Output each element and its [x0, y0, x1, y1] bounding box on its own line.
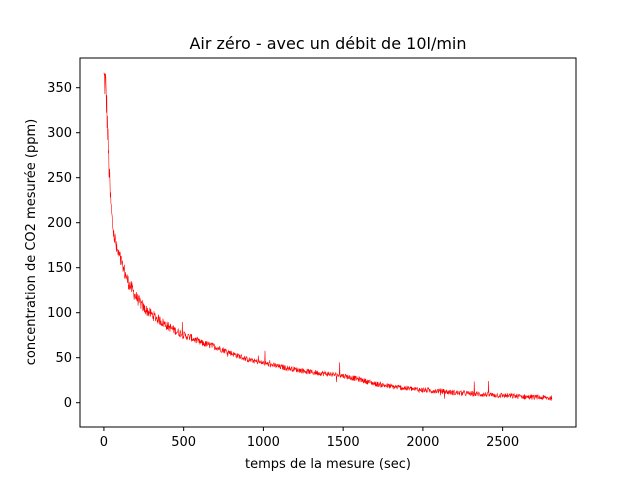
axes-frame	[79, 57, 577, 428]
y-tick-label: 300	[47, 126, 72, 141]
y-tick-label: 150	[47, 261, 72, 276]
series-line	[103, 72, 553, 401]
y-tick-label: 50	[55, 351, 72, 366]
x-tick-label: 500	[171, 435, 196, 450]
y-tick-label: 350	[47, 81, 72, 96]
x-tick-label: 0	[100, 435, 108, 450]
plot-area	[103, 72, 553, 401]
chart-title: Air zéro - avec un débit de 10l/min	[189, 34, 466, 53]
x-axis: 0 500 1000 1500 2000 2500	[100, 427, 519, 450]
x-axis-label: temps de la mesure (sec)	[245, 457, 411, 472]
y-tick-label: 0	[64, 396, 72, 411]
x-tick-label: 2000	[406, 435, 439, 450]
y-axis: 0 50 100 150 200 250 300 350	[47, 81, 80, 411]
x-tick-label: 1000	[247, 435, 280, 450]
y-tick-label: 200	[47, 216, 72, 231]
y-tick-label: 100	[47, 306, 72, 321]
x-tick-label: 2500	[486, 435, 519, 450]
y-tick-label: 250	[47, 171, 72, 186]
x-tick-label: 1500	[327, 435, 360, 450]
y-axis-label: concentration de CO2 mesurée (ppm)	[24, 119, 39, 365]
